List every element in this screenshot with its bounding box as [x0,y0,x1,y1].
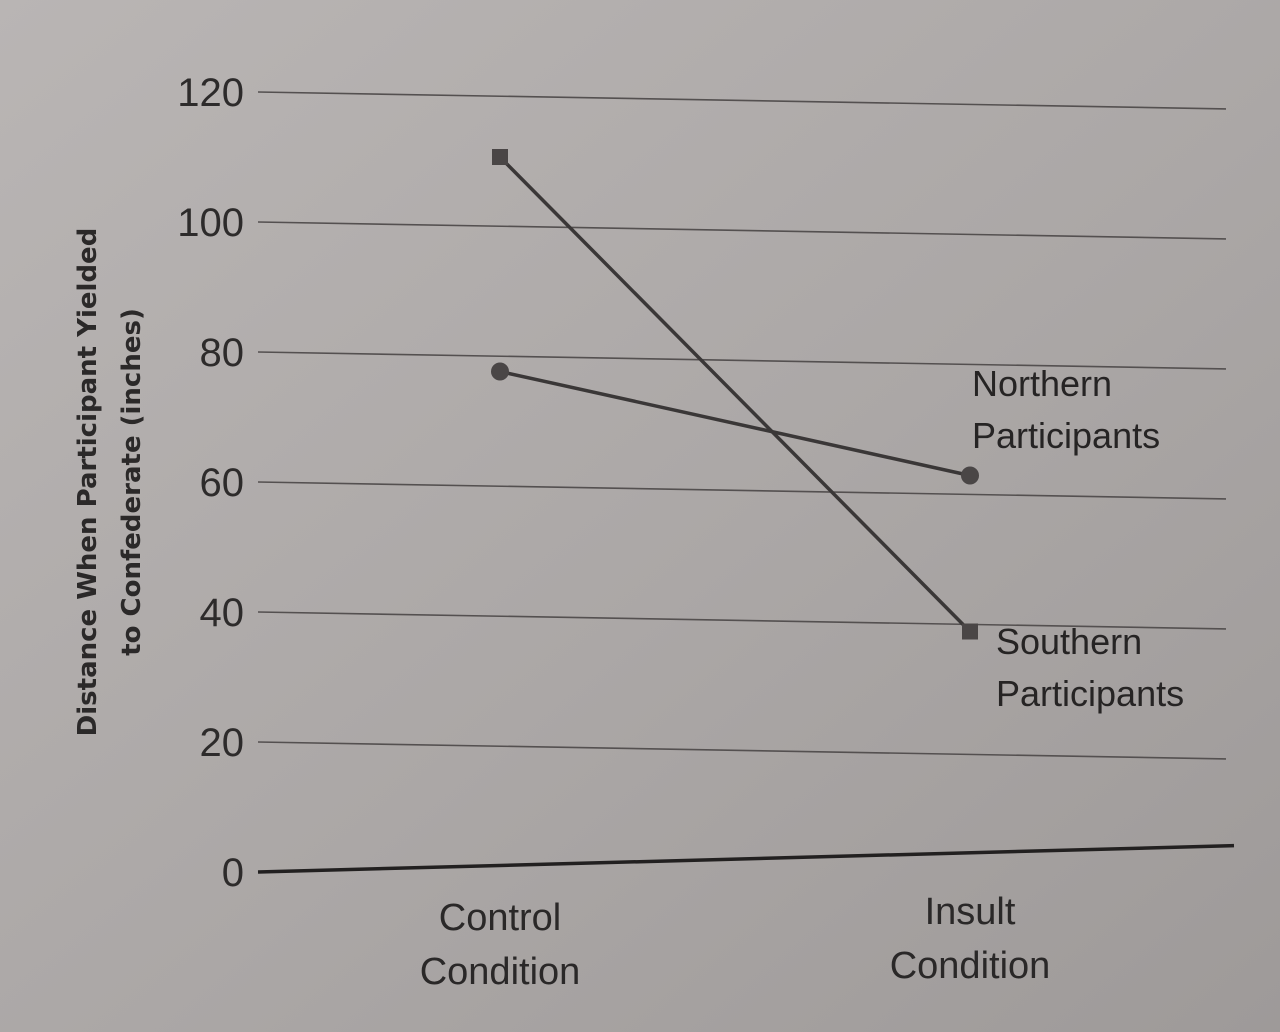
gridline-80 [257,351,1227,370]
series-label-1: Southern Participants [996,621,1184,714]
y-tick-label-40: 40 [200,591,245,635]
y-tick-label-120: 120 [177,71,244,115]
series-labels: Northern Participants Southern Participants [972,363,1184,714]
series-line-1 [498,155,972,633]
data-point-s0-1 [961,466,979,485]
y-tick-label-100: 100 [177,201,244,245]
gridline-120 [257,91,1227,110]
data-point-s0-0 [491,362,509,381]
y-tick-label-80: 80 [200,331,245,375]
gridline-100 [257,221,1227,240]
y-tick-label-0: 0 [222,851,244,895]
x-category-labels: Control Condition Insult Condition [420,891,1051,993]
series-lines [491,149,979,640]
y-tick-label-20: 20 [200,721,245,765]
x-category-label-0: Control Condition [420,897,581,993]
x-axis-baseline [257,843,1235,874]
y-tick-label-60: 60 [200,461,245,505]
x-category-label-1: Insult Condition [890,891,1051,987]
y-tick-labels: 0 20 40 60 80 100 120 [177,71,244,895]
gridlines [257,91,1235,874]
series-line-0 [499,369,971,478]
gridline-60 [257,481,1227,500]
y-axis-title: Distance When Participant Yielded to Conf… [73,228,147,737]
series-label-0: Northern Participants [972,363,1160,456]
data-point-s1-1 [962,623,978,640]
y-axis-title-text: Distance When Participant Yielded to Conf… [73,228,147,737]
data-point-s1-0 [492,149,508,165]
gridline-20 [257,741,1227,760]
gridline-40 [257,611,1227,630]
